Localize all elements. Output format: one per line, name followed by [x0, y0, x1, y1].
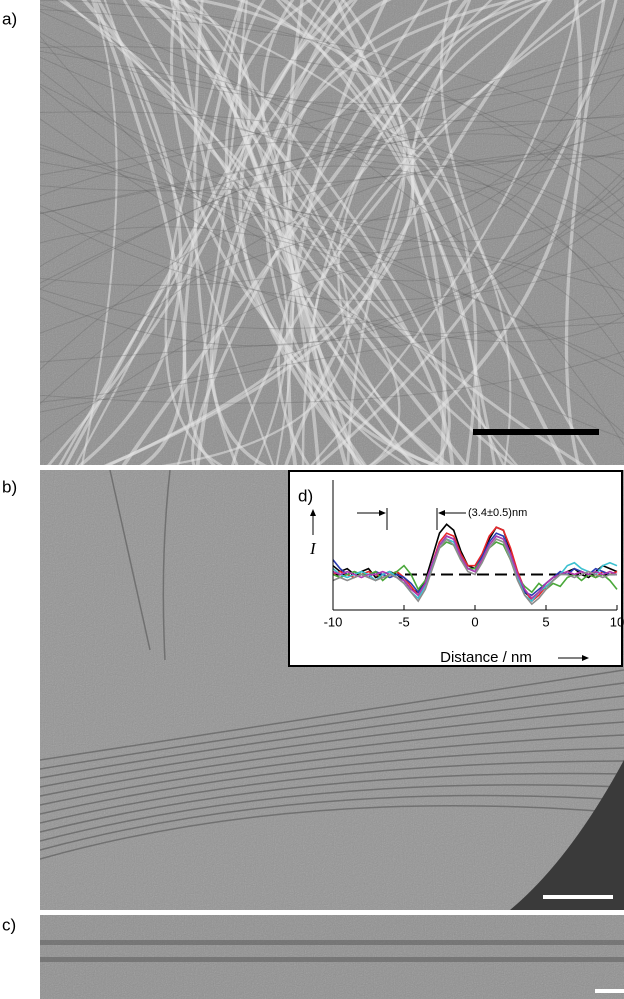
- x-tick-label: -5: [398, 614, 410, 629]
- fiber: [40, 940, 624, 945]
- annotation: (3.4±0.5)nm: [468, 507, 527, 519]
- panel-label: d): [298, 486, 313, 505]
- panel-label: c): [2, 915, 16, 934]
- x-tick-label: 10: [610, 614, 624, 629]
- scale-bar: [473, 429, 599, 435]
- scale-bar: [543, 895, 613, 899]
- panel-label: a): [2, 9, 17, 28]
- panel-label: b): [2, 477, 17, 496]
- figure: a) b) c) d) -10-50510 I Distance / nm (3…: [0, 0, 624, 999]
- inset-box: [289, 471, 622, 666]
- x-tick-label: 0: [471, 614, 478, 629]
- scale-bar: [595, 989, 624, 993]
- x-tick-label: -10: [324, 614, 343, 629]
- x-tick-label: 5: [542, 614, 549, 629]
- fiber: [40, 957, 624, 962]
- x-axis-label: Distance / nm: [440, 649, 532, 666]
